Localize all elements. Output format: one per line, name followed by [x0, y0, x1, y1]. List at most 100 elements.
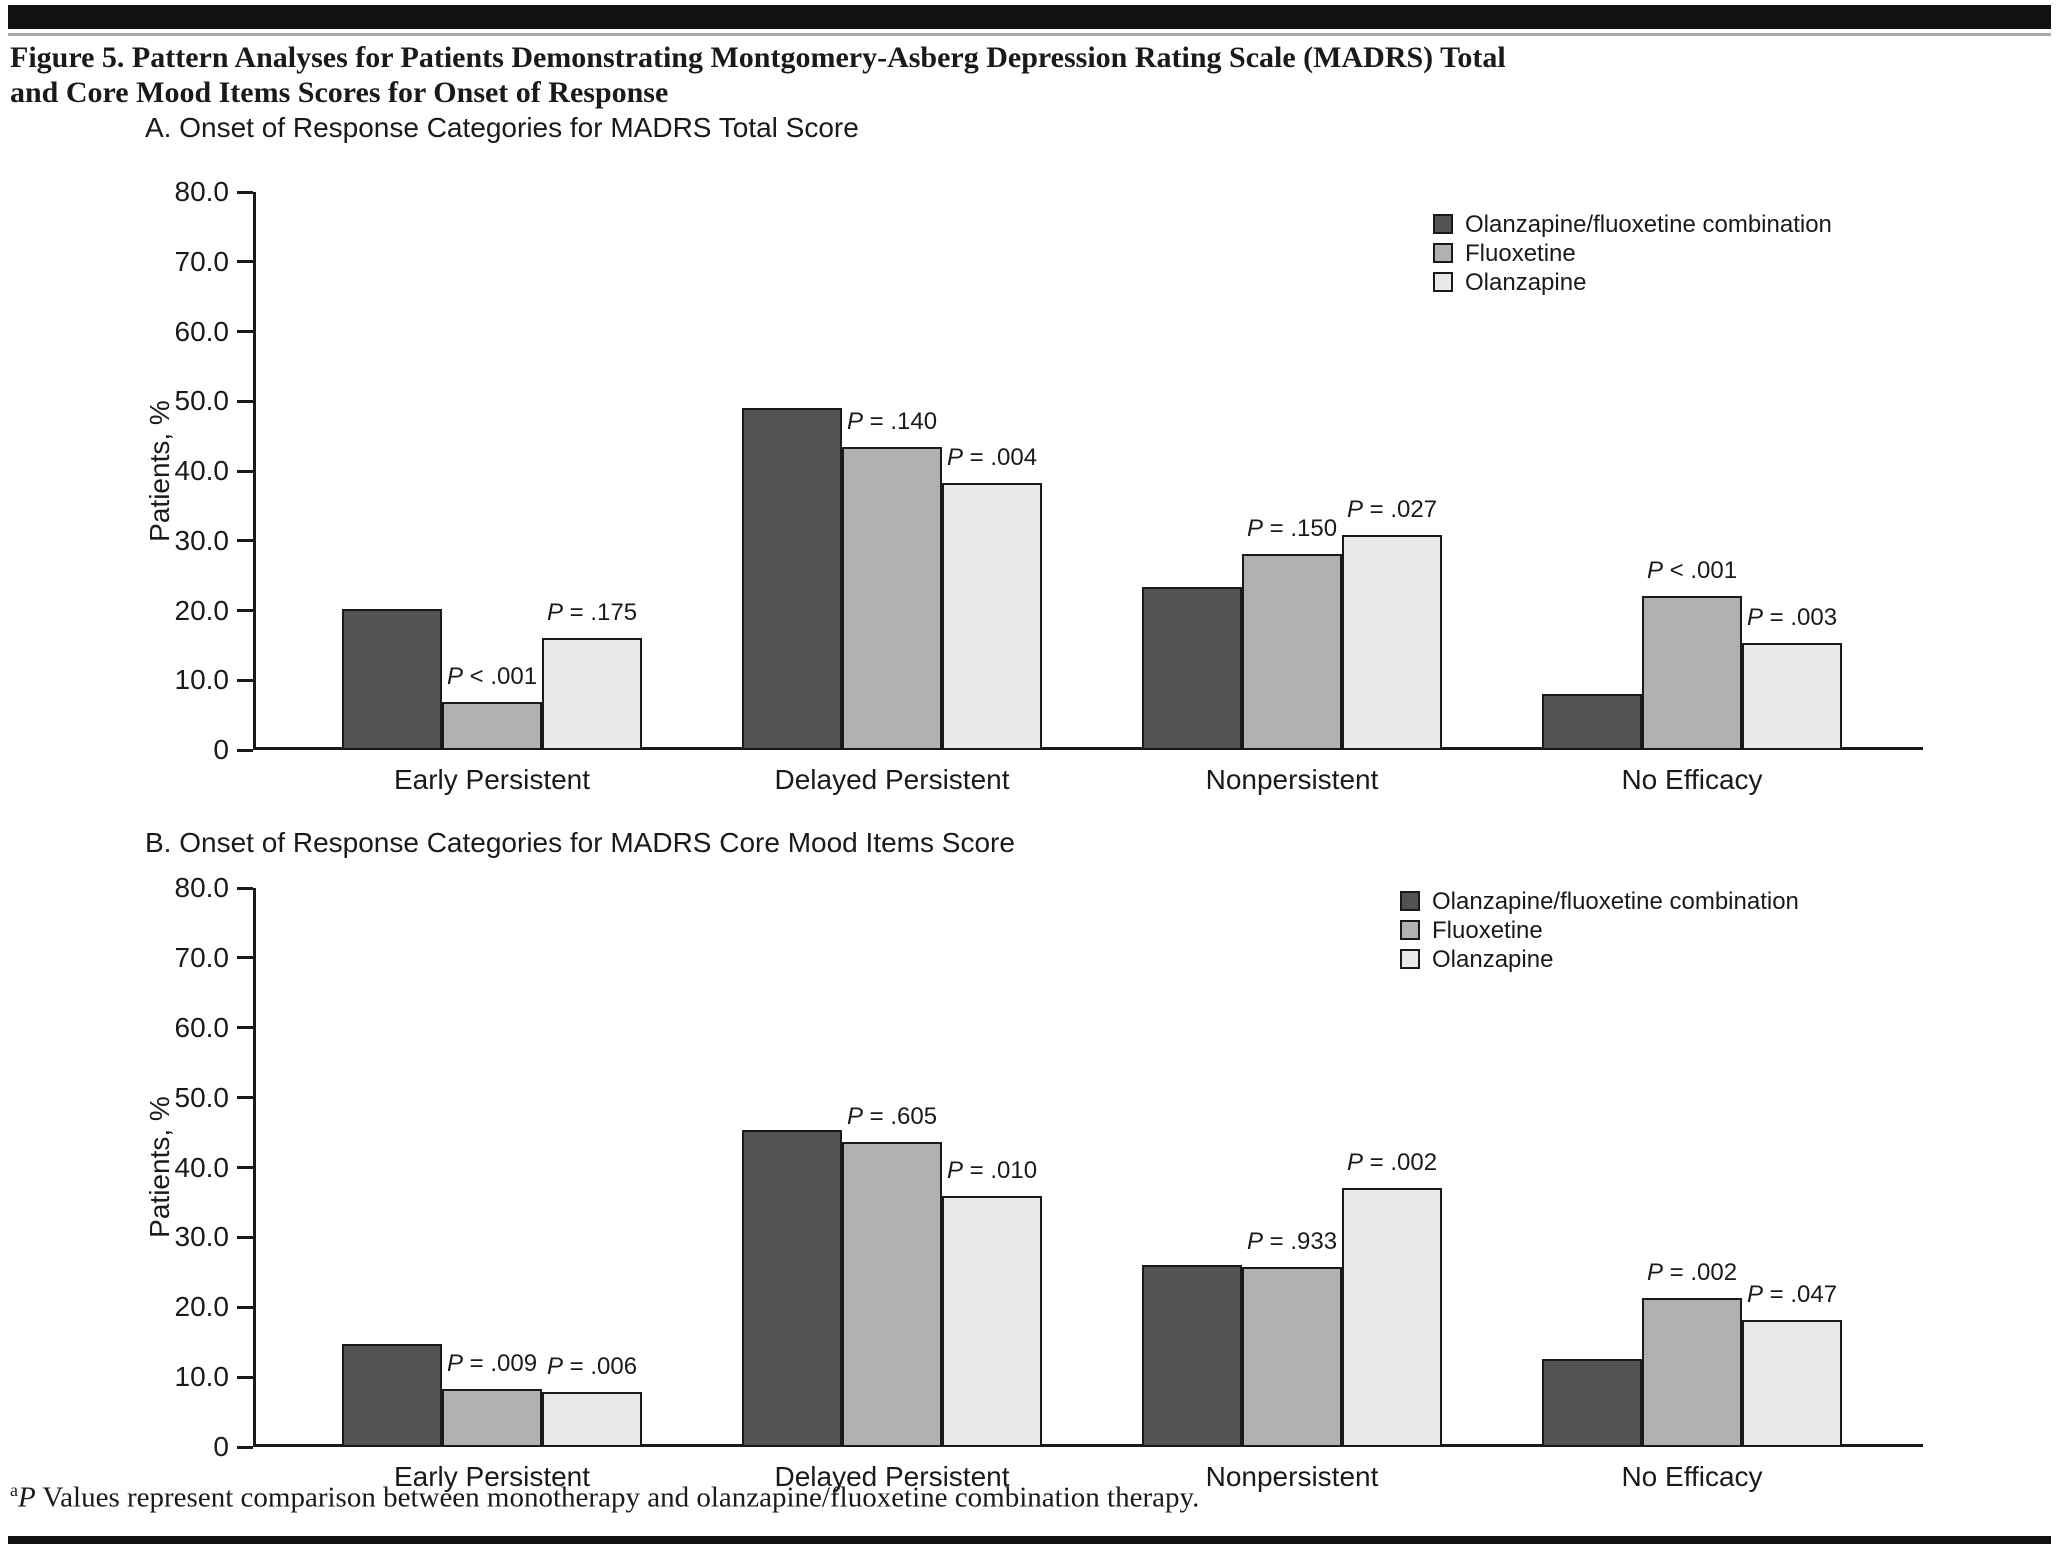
p-value-text: = .002: [1662, 1259, 1738, 1287]
p-value-italic-p: P: [946, 1157, 963, 1185]
category-label-delayed-persistent: Delayed Persistent: [774, 1461, 1010, 1492]
category-label-nonpersistent: Nonpersistent: [1205, 764, 1379, 795]
panel-b-y-tick: [237, 1305, 253, 1309]
footnote-p-italic: P: [17, 1481, 36, 1514]
p-value-text: < .001: [462, 662, 538, 690]
p-value-text: < .001: [1662, 556, 1738, 584]
panel-a-title: A. Onset of Response Categories for MADR…: [145, 112, 859, 143]
p-value-label-olanzapine-nonpersistent: P = .027: [1347, 495, 1437, 525]
p-value-italic-p: P: [1346, 1149, 1363, 1177]
p-value-label-olanzapine-delayed-persistent: P = .004: [947, 443, 1037, 473]
bar-olanzapine-nonpersistent: [1342, 1188, 1442, 1447]
footnote: aP Values represent comparison between m…: [10, 1480, 1199, 1515]
p-value-label-olanzapine-nonpersistent: P = .002: [1347, 1148, 1437, 1178]
panel-b-y-tick-label: 60.0: [174, 1011, 230, 1043]
legend-swatch-olanzapine: [1400, 949, 1420, 969]
panel-a-y-tick: [237, 678, 253, 682]
bar-olanzapine-early-persistent: [542, 637, 642, 750]
panel-a-y-tick-label: 40.0: [174, 455, 230, 486]
p-value-italic-p: P: [1746, 604, 1763, 632]
panel-a-y-tick: [237, 330, 253, 333]
p-value-italic-p: P: [546, 598, 563, 626]
panel-b-y-tick-label: 10.0: [174, 1361, 230, 1393]
panel-b-y-axis-title: Patients, %: [144, 1096, 175, 1238]
category-label-no-efficacy: No Efficacy: [1621, 1461, 1763, 1492]
panel-b-plot-area: 80.0 70.0 60.0 50.0 40.0 30.0 20.0 10.0 0 P = .00…: [175, 872, 1923, 1492]
legend-label-olanzapine: Olanzapine: [1432, 946, 1554, 973]
bottom-rule: [8, 1536, 2051, 1544]
legend-label-ofc: Olanzapine/fluoxetine combination: [1432, 888, 1799, 915]
p-value-text: = .933: [1262, 1228, 1338, 1256]
p-value-text: = .150: [1262, 515, 1338, 542]
panel-b-y-tick-label: 80.0: [174, 872, 230, 903]
p-value-label-olanzapine-no-efficacy: P = .047: [1747, 1280, 1837, 1310]
panel-a-y-tick: [237, 399, 253, 403]
bar-fluoxetine-no-efficacy: [1642, 595, 1742, 750]
bar-ofc-no-efficacy: [1542, 694, 1642, 750]
panel-a-y-tick: [237, 609, 253, 612]
bar-fluoxetine-early-persistent: [442, 701, 542, 750]
bar-fluoxetine-no-efficacy: [1642, 1298, 1742, 1447]
bar-ofc-early-persistent: [342, 1343, 442, 1447]
panel-b-y-tick: [237, 1235, 253, 1239]
footnote-superscript: a: [10, 1480, 18, 1500]
bar-olanzapine-no-efficacy: [1742, 1319, 1842, 1447]
panel-b-y-tick: [237, 886, 253, 890]
panel-a-y-tick-label: 70.0: [174, 245, 230, 277]
panel-a-y-tick-label: 20.0: [174, 594, 230, 626]
p-value-label-fluoxetine-delayed-persistent: P = .605: [847, 1102, 937, 1132]
p-value-text: = .004: [962, 443, 1038, 471]
p-value-italic-p: P: [546, 1352, 563, 1380]
legend-label-ofc: Olanzapine/fluoxetine combination: [1465, 211, 1832, 238]
p-value-label-fluoxetine-early-persistent: P = .009: [447, 1349, 537, 1379]
legend-swatch-olanzapine: [1433, 272, 1453, 292]
bar-ofc-delayed-persistent: [742, 408, 842, 750]
p-value-text: = .175: [562, 598, 638, 626]
p-value-text: = .006: [562, 1352, 638, 1380]
p-value-italic-p: P: [1246, 515, 1263, 542]
bar-ofc-nonpersistent: [1142, 1264, 1242, 1447]
p-value-italic-p: P: [446, 1350, 463, 1377]
p-value-text: = .027: [1362, 496, 1438, 524]
bar-fluoxetine-nonpersistent: [1242, 554, 1342, 750]
p-value-italic-p: P: [1646, 1259, 1663, 1287]
bar-olanzapine-delayed-persistent: [942, 482, 1042, 750]
p-value-label-olanzapine-early-persistent: P = .175: [547, 598, 637, 628]
panel-a-y-tick-label: 80.0: [174, 176, 230, 207]
p-value-italic-p: P: [1346, 496, 1363, 524]
panel-b-y-tick-label: 70.0: [174, 941, 230, 973]
footnote-text: Values represent comparison between mono…: [35, 1481, 1200, 1514]
panel-a-y-tick-label: 10.0: [174, 664, 230, 696]
p-value-text: = .002: [1362, 1149, 1438, 1177]
p-value-label-fluoxetine-nonpersistent: P = .933: [1247, 1227, 1337, 1257]
p-value-text: = .010: [962, 1157, 1038, 1185]
panel-b-y-tick: [237, 1445, 253, 1449]
panel-b-y-tick-label: 50.0: [174, 1081, 230, 1113]
p-value-italic-p: P: [946, 443, 963, 471]
top-rule-thin: [8, 33, 2051, 36]
panel-b-y-tick-label: 40.0: [174, 1151, 230, 1183]
panel-b-y-tick-label: 0: [213, 1431, 229, 1462]
category-label-early-persistent: Early Persistent: [393, 1461, 591, 1492]
panel-a-y-tick: [237, 190, 253, 194]
p-value-italic-p: P: [1746, 1280, 1763, 1308]
p-value-label-fluoxetine-early-persistent: P < .001: [447, 662, 537, 692]
panel-b-y-tick: [237, 1166, 253, 1169]
panel-a-y-tick: [237, 260, 253, 264]
bar-fluoxetine-delayed-persistent: [842, 1142, 942, 1447]
p-value-text: = .009: [462, 1350, 538, 1377]
panel-b-y-tick-label: 30.0: [174, 1221, 230, 1253]
panel-a-y-tick-label: 50.0: [174, 385, 230, 417]
p-value-label-olanzapine-early-persistent: P = .006: [547, 1352, 637, 1382]
p-value-italic-p: P: [846, 1103, 863, 1131]
panel-a-y-axis-line: [253, 192, 256, 750]
bar-olanzapine-no-efficacy: [1742, 643, 1842, 750]
bar-fluoxetine-early-persistent: [442, 1389, 542, 1447]
legend-label-fluoxetine: Fluoxetine: [1432, 917, 1543, 944]
p-value-label-olanzapine-no-efficacy: P = .003: [1747, 603, 1837, 633]
panel-b-y-tick: [237, 1096, 253, 1100]
panel-b-y-axis-line: [253, 888, 256, 1447]
category-label-delayed-persistent: Delayed Persistent: [774, 764, 1010, 795]
panel-a-y-tick: [237, 748, 253, 752]
